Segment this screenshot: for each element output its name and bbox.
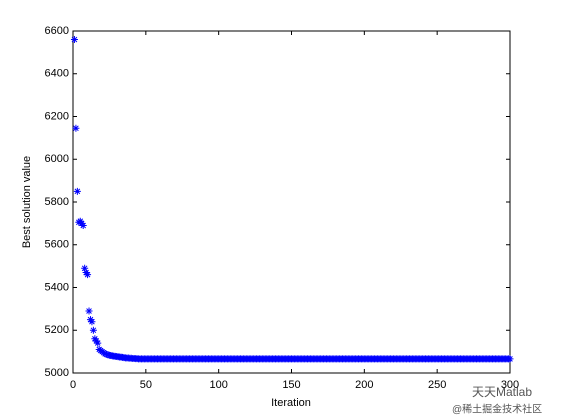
y-tick-label: 6400 [45, 68, 69, 80]
marker [88, 318, 96, 326]
marker [72, 124, 80, 132]
watermark-source: @稀土掘金技术社区 [452, 403, 542, 416]
marker [79, 222, 87, 230]
y-tick-label: 5800 [45, 196, 69, 208]
marker [94, 339, 102, 347]
marker [506, 355, 514, 363]
x-axis-label: Iteration [271, 397, 311, 409]
marker [85, 307, 93, 315]
x-tick-label: 0 [70, 379, 76, 391]
y-tick-label: 6600 [45, 25, 69, 37]
marker [73, 187, 81, 195]
axes-box [72, 30, 511, 374]
y-tick-label: 6200 [45, 110, 69, 122]
marker [84, 271, 92, 279]
y-tick-label: 6000 [45, 153, 69, 165]
x-tick-label: 300 [501, 379, 519, 391]
x-tick-label: 150 [282, 379, 300, 391]
x-tick-label: 50 [140, 379, 152, 391]
y-tick-label: 5400 [45, 281, 69, 293]
y-axis-label: Best solution value [21, 156, 33, 248]
marker [89, 326, 97, 334]
x-tick-label: 100 [209, 379, 227, 391]
x-tick-label: 250 [428, 379, 446, 391]
x-tick-label: 200 [355, 379, 373, 391]
marker [70, 36, 78, 44]
y-tick-label: 5000 [45, 367, 69, 379]
y-tick-label: 5600 [45, 239, 69, 251]
y-tick-label: 5200 [45, 324, 69, 336]
marker [81, 264, 89, 272]
marker [103, 350, 111, 358]
watermark: 天天Matlab [472, 385, 532, 399]
